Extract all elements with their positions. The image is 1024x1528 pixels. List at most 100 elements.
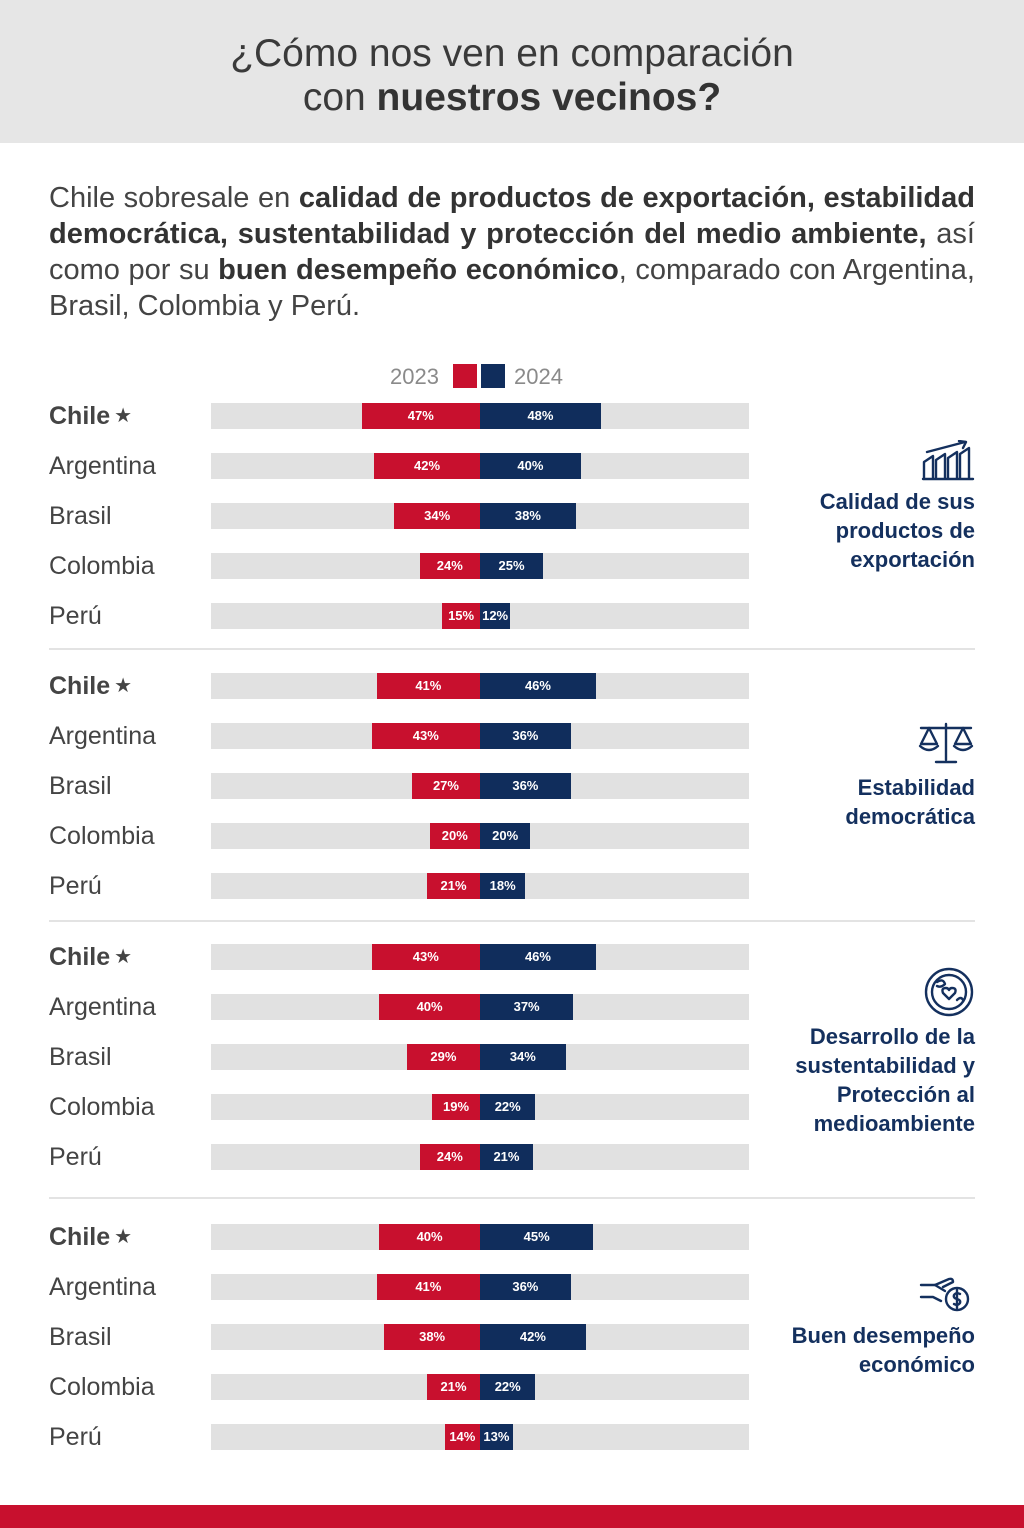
globe-heart-icon bbox=[923, 966, 975, 1023]
page-title: ¿Cómo nos ven en comparación con nuestro… bbox=[0, 32, 1024, 120]
bar-2024: 34% bbox=[480, 1044, 566, 1070]
category-title: Buen desempeño económico bbox=[715, 1321, 975, 1379]
category-title-line: Protección al bbox=[836, 1082, 975, 1107]
title-line-2-plain: con bbox=[302, 76, 377, 119]
country-label: Brasil bbox=[49, 1042, 112, 1072]
bar-track: 21% 18% bbox=[211, 873, 749, 899]
bar-2024: 36% bbox=[480, 1274, 571, 1300]
category-title-line: democrática bbox=[845, 804, 975, 829]
bar-track: 20% 20% bbox=[211, 823, 749, 849]
category-title-line: productos de bbox=[835, 518, 975, 543]
bar-track: 27% 36% bbox=[211, 773, 749, 799]
bar-2023-value-label: 21% bbox=[440, 1379, 467, 1394]
bar-track: 47% 48% bbox=[211, 403, 749, 429]
country-name: Brasil bbox=[49, 502, 112, 530]
bar-track: 24% 21% bbox=[211, 1144, 749, 1170]
country-label: Chile ★ bbox=[49, 401, 132, 431]
bar-2023: 20% bbox=[429, 823, 480, 849]
bar-track: 29% 34% bbox=[211, 1044, 749, 1070]
bar-2023-value-label: 24% bbox=[436, 558, 463, 573]
bar-track: 38% 42% bbox=[211, 1324, 749, 1350]
country-name: Colombia bbox=[49, 822, 155, 850]
legend-label-2024: 2024 bbox=[514, 364, 563, 389]
country-label: Chile ★ bbox=[49, 1222, 132, 1252]
bar-2024-value-label: 34% bbox=[509, 1049, 536, 1064]
bar-2023-value-label: 21% bbox=[440, 878, 467, 893]
country-label: Colombia bbox=[49, 551, 155, 581]
bar-track: 41% 36% bbox=[211, 1274, 749, 1300]
country-label: Chile ★ bbox=[49, 671, 132, 701]
header-banner: ¿Cómo nos ven en comparación con nuestro… bbox=[0, 0, 1024, 143]
bar-2024: 42% bbox=[480, 1324, 586, 1350]
country-name: Argentina bbox=[49, 1273, 157, 1301]
bar-track: 43% 36% bbox=[211, 723, 749, 749]
bar-2024: 13% bbox=[480, 1424, 513, 1450]
bar-2023-value-label: 41% bbox=[415, 1279, 442, 1294]
country-name: Perú bbox=[49, 872, 102, 900]
bar-2023-value-label: 20% bbox=[441, 828, 468, 843]
country-name: Colombia bbox=[49, 1373, 155, 1401]
category-title-line: Estabilidad bbox=[857, 775, 975, 800]
bar-2024-value-label: 37% bbox=[513, 999, 540, 1014]
bar-track: 43% 46% bbox=[211, 944, 749, 970]
bar-2023: 19% bbox=[432, 1094, 480, 1120]
bar-2023-value-label: 34% bbox=[424, 508, 451, 523]
bar-2023: 43% bbox=[371, 944, 480, 970]
bar-2023: 40% bbox=[379, 1224, 480, 1250]
title-line-1: ¿Cómo nos ven en comparación bbox=[230, 32, 794, 75]
country-name: Chile bbox=[49, 1223, 111, 1251]
bar-2024-value-label: 46% bbox=[524, 949, 551, 964]
bar-2023-value-label: 24% bbox=[436, 1149, 463, 1164]
country-label: Perú bbox=[49, 871, 102, 901]
bar-2024: 46% bbox=[480, 673, 596, 699]
bar-2024: 22% bbox=[480, 1374, 536, 1400]
country-name: Brasil bbox=[49, 1043, 112, 1071]
bar-2023: 47% bbox=[361, 403, 480, 429]
bar-2023: 43% bbox=[371, 723, 480, 749]
country-label: Perú bbox=[49, 601, 102, 631]
bar-2024: 25% bbox=[480, 553, 543, 579]
category-title-line: medioambiente bbox=[813, 1111, 975, 1136]
bar-2024-value-label: 36% bbox=[512, 778, 539, 793]
bar-2024-value-label: 46% bbox=[524, 678, 551, 693]
bar-2024: 48% bbox=[480, 403, 601, 429]
country-label: Argentina bbox=[49, 451, 156, 481]
bar-2023: 42% bbox=[374, 453, 480, 479]
country-label: Argentina bbox=[49, 1272, 156, 1302]
bar-track: 40% 37% bbox=[211, 994, 749, 1020]
country-name: Chile bbox=[49, 402, 111, 430]
bar-2024-value-label: 25% bbox=[498, 558, 525, 573]
intro-segment: así como por su bbox=[49, 218, 975, 286]
country-label: Perú bbox=[49, 1422, 102, 1452]
bar-2023-value-label: 14% bbox=[449, 1429, 476, 1444]
country-name: Colombia bbox=[49, 552, 155, 580]
country-label: Perú bbox=[49, 1142, 102, 1172]
bar-2023-value-label: 29% bbox=[430, 1049, 457, 1064]
star-icon: ★ bbox=[114, 675, 133, 697]
bar-track: 41% 46% bbox=[211, 673, 749, 699]
country-name: Colombia bbox=[49, 1093, 155, 1121]
country-label: Chile ★ bbox=[49, 942, 132, 972]
star-icon: ★ bbox=[114, 405, 133, 427]
bar-2023-value-label: 19% bbox=[443, 1099, 470, 1114]
category-title-line: sustentabilidad y bbox=[795, 1053, 975, 1078]
bar-2024: 37% bbox=[480, 994, 574, 1020]
bar-2023-value-label: 15% bbox=[448, 608, 475, 623]
bar-2023-value-label: 40% bbox=[416, 1229, 443, 1244]
category-title-line: Desarrollo de la bbox=[809, 1024, 975, 1049]
category-title-line: Calidad de sus bbox=[819, 489, 975, 514]
bar-2023: 21% bbox=[427, 873, 480, 899]
bar-2024-value-label: 45% bbox=[523, 1229, 550, 1244]
country-name: Argentina bbox=[49, 722, 157, 750]
bar-2024-value-label: 18% bbox=[489, 878, 516, 893]
intro-segment: , comparado con Argentina, Brasil, Colom… bbox=[49, 254, 975, 322]
bar-2023: 15% bbox=[442, 603, 480, 629]
bar-2023: 41% bbox=[376, 1274, 480, 1300]
country-name: Chile bbox=[49, 943, 111, 971]
bar-2024: 40% bbox=[480, 453, 581, 479]
bar-2024-value-label: 20% bbox=[492, 828, 519, 843]
bar-2024-value-label: 42% bbox=[519, 1329, 546, 1344]
bar-2023: 34% bbox=[394, 503, 480, 529]
country-name: Perú bbox=[49, 602, 102, 630]
bar-2023-value-label: 41% bbox=[415, 678, 442, 693]
